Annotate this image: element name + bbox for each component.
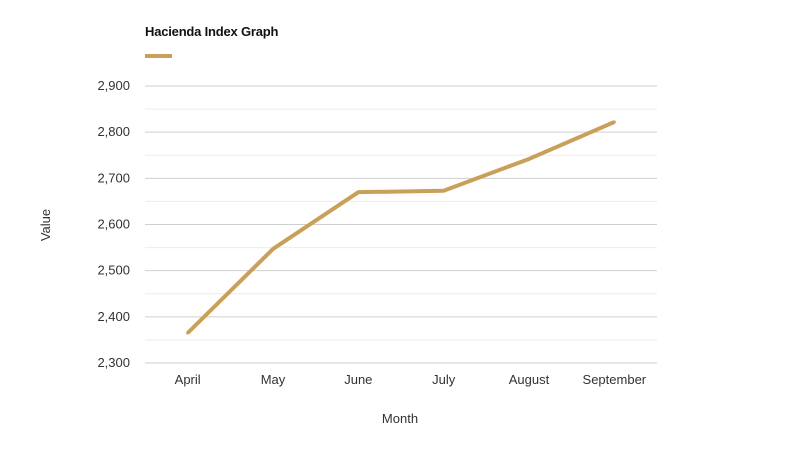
data-point — [186, 331, 190, 335]
y-tick-label: 2,300 — [97, 355, 130, 370]
x-axis-label: Month — [382, 411, 418, 426]
y-tick-label: 2,800 — [97, 124, 130, 139]
y-axis-label: Value — [38, 209, 53, 241]
x-tick-labels: April May June July August September — [175, 372, 647, 387]
data-point — [356, 190, 360, 194]
x-tick-label: April — [175, 372, 201, 387]
data-point — [527, 157, 531, 161]
y-tick-labels: 2,300 2,400 2,500 2,600 2,700 2,800 2,900 — [97, 78, 130, 370]
x-tick-label: August — [509, 372, 550, 387]
data-point — [612, 120, 616, 124]
data-point — [442, 189, 446, 193]
legend-swatch — [145, 54, 172, 58]
x-tick-label: September — [583, 372, 647, 387]
y-tick-label: 2,500 — [97, 263, 130, 278]
data-point — [271, 247, 275, 251]
x-tick-label: July — [432, 372, 456, 387]
gridlines — [145, 85, 657, 364]
y-tick-label: 2,700 — [97, 170, 130, 185]
chart-title: Hacienda Index Graph — [145, 24, 279, 39]
series-layer — [186, 120, 616, 335]
x-tick-label: June — [344, 372, 372, 387]
y-tick-label: 2,900 — [97, 78, 130, 93]
series-line — [186, 120, 616, 335]
y-tick-label: 2,400 — [97, 309, 130, 324]
y-tick-label: 2,600 — [97, 217, 130, 232]
x-tick-label: May — [261, 372, 286, 387]
